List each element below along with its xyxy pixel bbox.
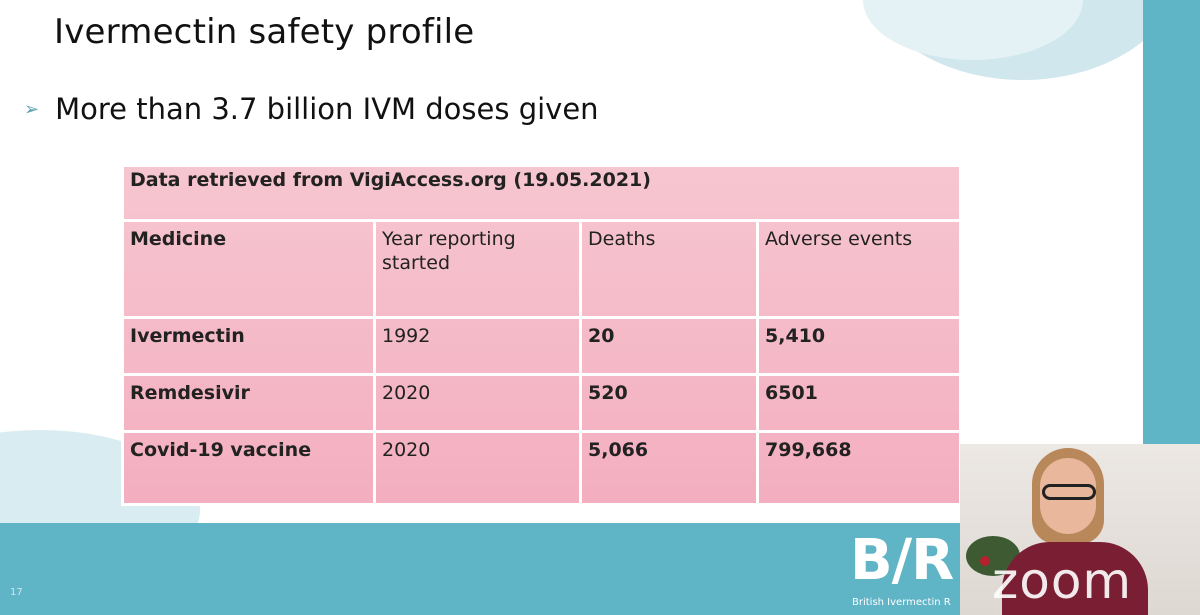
year-cell: 2020	[373, 430, 582, 506]
table-row: Remdesivir 2020 520 6501	[121, 373, 963, 433]
deaths-cell: 520	[579, 373, 759, 433]
table-header-row: Medicine Year reporting started Deaths A…	[121, 219, 963, 319]
column-header-year: Year reporting started	[373, 219, 582, 319]
medicine-cell: Covid-19 vaccine	[121, 430, 376, 506]
adverse-events-cell: 5,410	[755, 316, 963, 376]
table-caption: Data retrieved from VigiAccess.org (19.0…	[120, 164, 963, 222]
speaker-video-thumbnail[interactable]	[960, 444, 1200, 615]
bullet-text: More than 3.7 billion IVM doses given	[55, 92, 599, 126]
flower-background	[980, 556, 990, 566]
data-table: Data retrieved from VigiAccess.org (19.0…	[120, 164, 963, 506]
table-row: Covid-19 vaccine 2020 5,066 799,668	[121, 430, 963, 506]
zoom-watermark: zoom	[992, 552, 1133, 610]
glasses-icon	[1042, 484, 1096, 500]
bullet-point: ➢ More than 3.7 billion IVM doses given	[24, 92, 599, 126]
year-cell: 1992	[373, 316, 582, 376]
speaker-body	[1002, 542, 1148, 615]
bird-logo-subtext: British Ivermectin R	[852, 597, 951, 608]
slide-page-number: 17	[10, 587, 23, 598]
year-cell: 2020	[373, 373, 582, 433]
column-header-deaths: Deaths	[579, 219, 759, 319]
column-header-adverse-events: Adverse events	[755, 219, 963, 319]
deaths-cell: 20	[579, 316, 759, 376]
medicine-cell: Remdesivir	[121, 373, 376, 433]
bird-logo: B/R	[850, 528, 954, 593]
presentation-slide: Ivermectin safety profile ➢ More than 3.…	[0, 0, 1143, 523]
adverse-events-cell: 6501	[755, 373, 963, 433]
table-row: Ivermectin 1992 20 5,410	[121, 316, 963, 376]
adverse-events-cell: 799,668	[755, 430, 963, 506]
slide-title: Ivermectin safety profile	[54, 12, 475, 52]
arrow-bullet-icon: ➢	[24, 98, 40, 120]
deaths-cell: 5,066	[579, 430, 759, 506]
medicine-cell: Ivermectin	[121, 316, 376, 376]
column-header-medicine: Medicine	[121, 219, 376, 319]
